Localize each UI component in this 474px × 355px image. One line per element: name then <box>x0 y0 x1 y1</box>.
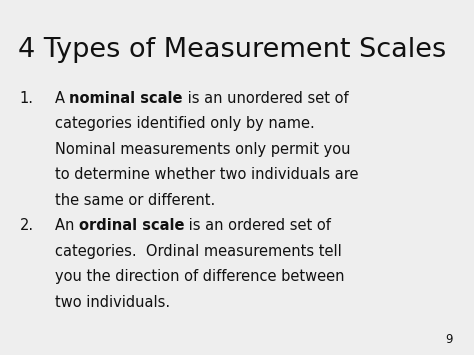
Text: 4 Types of Measurement Scales: 4 Types of Measurement Scales <box>18 37 446 63</box>
Text: the same or different.: the same or different. <box>55 193 215 208</box>
Text: is an unordered set of: is an unordered set of <box>182 91 348 105</box>
Text: two individuals.: two individuals. <box>55 295 170 310</box>
Text: An: An <box>55 218 79 233</box>
Text: you the direction of difference between: you the direction of difference between <box>55 269 344 284</box>
Text: categories identified only by name.: categories identified only by name. <box>55 116 314 131</box>
Text: 2.: 2. <box>20 218 34 233</box>
Text: nominal scale: nominal scale <box>69 91 182 105</box>
Text: to determine whether two individuals are: to determine whether two individuals are <box>55 167 358 182</box>
Text: Nominal measurements only permit you: Nominal measurements only permit you <box>55 142 350 157</box>
Text: 9: 9 <box>445 333 453 346</box>
Text: ordinal scale: ordinal scale <box>79 218 184 233</box>
Text: categories.  Ordinal measurements tell: categories. Ordinal measurements tell <box>55 244 341 259</box>
Text: 1.: 1. <box>20 91 34 105</box>
Text: A: A <box>55 91 69 105</box>
Text: is an ordered set of: is an ordered set of <box>184 218 331 233</box>
